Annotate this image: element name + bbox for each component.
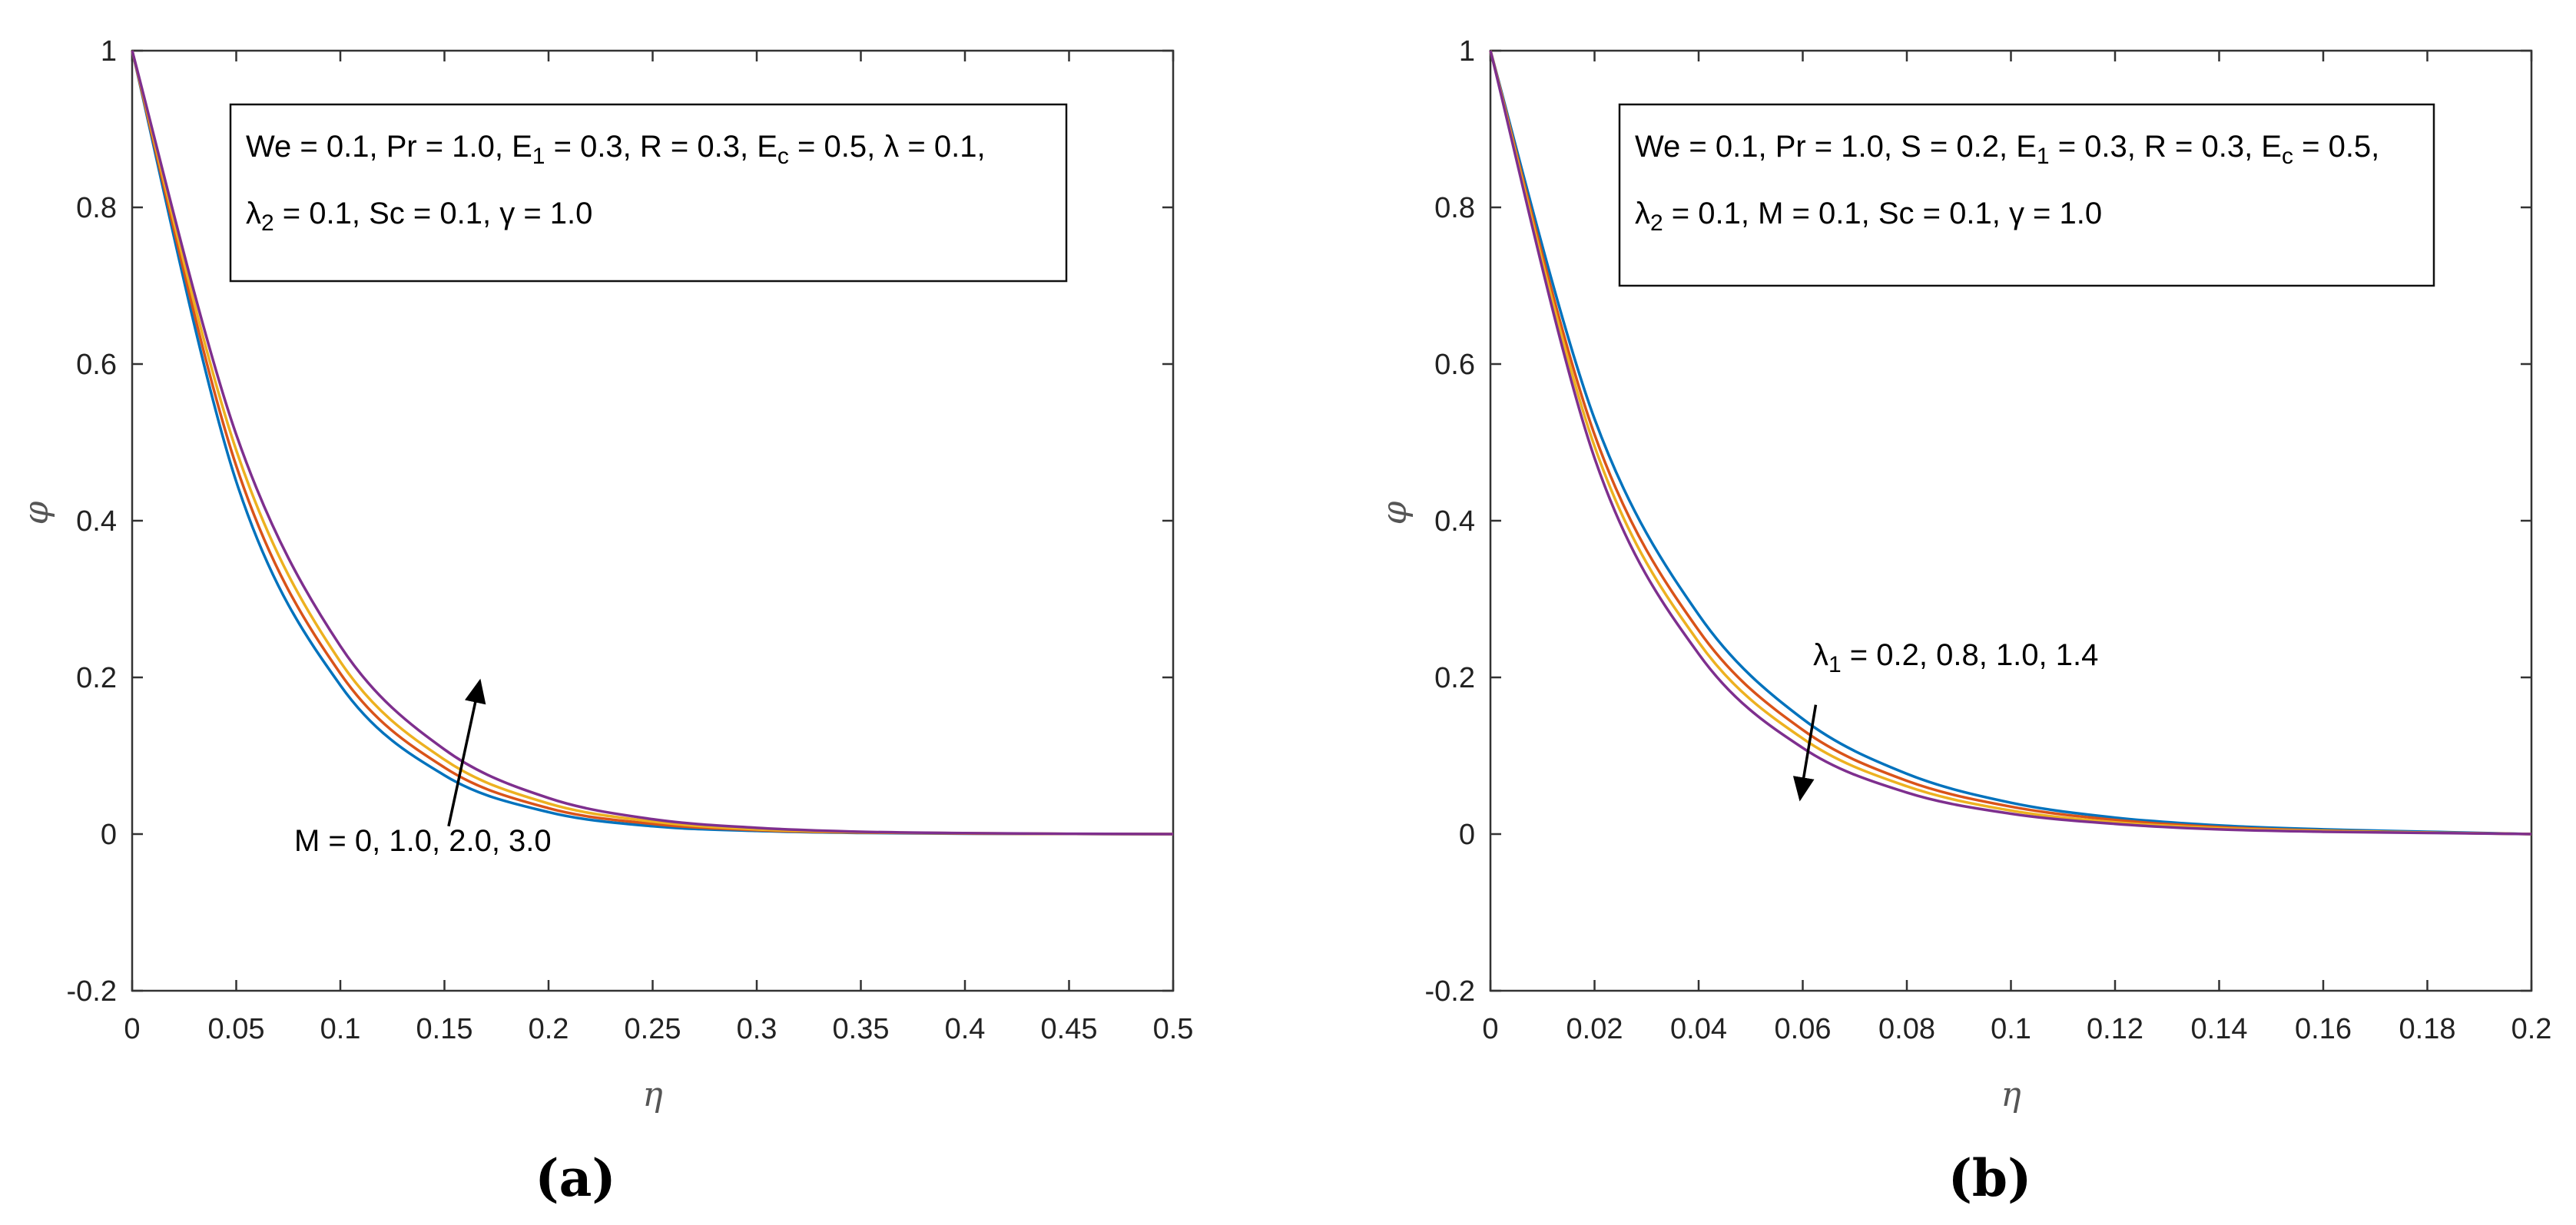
- annotation-text: = 0.3, R = 0.3, E: [545, 130, 777, 164]
- annotation-text: = 0.2, 0.8, 1.0, 1.4: [1842, 638, 2099, 672]
- x-tick-label: 0.15: [416, 1013, 473, 1045]
- x-axis-label: η: [642, 1075, 662, 1114]
- annotation-text: λ: [1635, 197, 1650, 230]
- annotation-label: M = 0, 1.0, 2.0, 3.0: [294, 824, 552, 858]
- series-line-4: [1489, 50, 2532, 836]
- trend-arrow: [447, 678, 486, 827]
- annotation-text: We = 0.1, Pr = 1.0, E: [246, 130, 532, 164]
- annotation-text: = 0.1, M = 0.1, Sc = 0.1, γ = 1.0: [1663, 197, 2102, 230]
- parameter-line-2: λ2 = 0.1, M = 0.1, Sc = 0.1, γ = 1.0: [1635, 197, 2102, 236]
- parameter-line-1: We = 0.1, Pr = 1.0, E1 = 0.3, R = 0.3, E…: [246, 130, 986, 169]
- y-tick-label: 0.4: [76, 505, 117, 538]
- y-tick-label: 1: [101, 35, 117, 68]
- subscript-text: 2: [261, 210, 274, 236]
- y-tick-label: 0.8: [1434, 192, 1475, 224]
- x-tick-label: 0: [1482, 1013, 1498, 1045]
- annotation-text: = 0.1, Sc = 0.1, γ = 1.0: [274, 197, 593, 230]
- subscript-text: 2: [1650, 210, 1663, 236]
- y-axis-label: φ: [1375, 501, 1414, 525]
- chart-panel-a: 0 0.05 0.1 0.15 0.2 0.25 0.3 0.35 0.4 0.45 0.5 -0.2…: [17, 35, 1193, 1208]
- y-tick-label: 0.8: [76, 192, 117, 224]
- annotation-text: = 0.5, λ = 0.1,: [789, 130, 986, 164]
- x-tick-label: 0.1: [1991, 1013, 2031, 1045]
- annotation-text: M = 0, 1.0, 2.0, 3.0: [294, 824, 552, 858]
- y-tick-label: -0.2: [1425, 975, 1475, 1008]
- annotation-text: = 0.3, R = 0.3, E: [2050, 130, 2282, 164]
- annotation-text: We = 0.1, Pr = 1.0, S = 0.2, E: [1635, 130, 2037, 164]
- y-tick-label: 0.4: [1434, 505, 1475, 538]
- parameter-box: [1618, 103, 2435, 287]
- parameter-line-1: We = 0.1, Pr = 1.0, S = 0.2, E1 = 0.3, R…: [1635, 130, 2379, 169]
- annotation-label: λ1 = 0.2, 0.8, 1.0, 1.4: [1813, 638, 2098, 677]
- x-tick-label: 0.35: [833, 1013, 890, 1045]
- x-tick-label: 0.1: [320, 1013, 361, 1045]
- x-tick-label: 0.3: [737, 1013, 777, 1045]
- x-tick-label: 0.04: [1670, 1013, 1727, 1045]
- subscript-text: 1: [1828, 652, 1842, 677]
- x-axis-label: η: [2001, 1075, 2021, 1114]
- panel-caption: (a): [535, 1148, 615, 1208]
- x-tick-label: 0.14: [2191, 1013, 2248, 1045]
- y-tick-label: 0.6: [76, 349, 117, 381]
- x-tick-label: 0.05: [208, 1013, 265, 1045]
- y-tick-label: 1: [1459, 35, 1475, 68]
- x-tick-label: 0.4: [945, 1013, 986, 1045]
- y-tick-label: 0.2: [76, 662, 117, 694]
- x-tick-label: 0: [124, 1013, 140, 1045]
- subscript-text: 1: [2037, 144, 2050, 169]
- x-tick-label: 0.2: [2511, 1013, 2552, 1045]
- x-tick-label: 0.08: [1878, 1013, 1935, 1045]
- parameter-line-2: λ2 = 0.1, Sc = 0.1, γ = 1.0: [246, 197, 592, 236]
- x-tick-label: 0.25: [625, 1013, 681, 1045]
- y-tick-label: 0: [1459, 819, 1475, 851]
- annotation-text: = 0.5,: [2293, 130, 2379, 164]
- y-tick-label: 0.2: [1434, 662, 1475, 694]
- chart-panel-b: 0 0.02 0.04 0.06 0.08 0.1 0.12 0.14 0.16 0.18 0.2 -…: [1375, 35, 2551, 1208]
- subscript-text: c: [2282, 144, 2293, 169]
- y-tick-label: 0.6: [1434, 349, 1475, 381]
- y-tick-label: 0: [101, 819, 117, 851]
- x-tick-label: 0.16: [2295, 1013, 2352, 1045]
- annotation-text: λ: [1813, 638, 1828, 672]
- x-tick-label: 0.06: [1775, 1013, 1832, 1045]
- subscript-text: c: [777, 144, 789, 169]
- y-axis-label: φ: [17, 501, 56, 525]
- x-tick-label: 0.02: [1566, 1013, 1623, 1045]
- x-tick-label: 0.45: [1041, 1013, 1098, 1045]
- x-tick-label: 0.18: [2399, 1013, 2456, 1045]
- panel-caption: (b): [1948, 1148, 2032, 1208]
- series-line-4: [131, 50, 1174, 836]
- x-tick-label: 0.2: [529, 1013, 569, 1045]
- parameter-box: [229, 103, 1068, 283]
- y-tick-label: -0.2: [67, 975, 117, 1008]
- annotation-text: λ: [246, 197, 261, 230]
- subscript-text: 1: [532, 144, 545, 169]
- x-tick-label: 0.12: [2087, 1013, 2143, 1045]
- x-tick-label: 0.5: [1153, 1013, 1194, 1045]
- trend-arrow: [1792, 704, 1818, 802]
